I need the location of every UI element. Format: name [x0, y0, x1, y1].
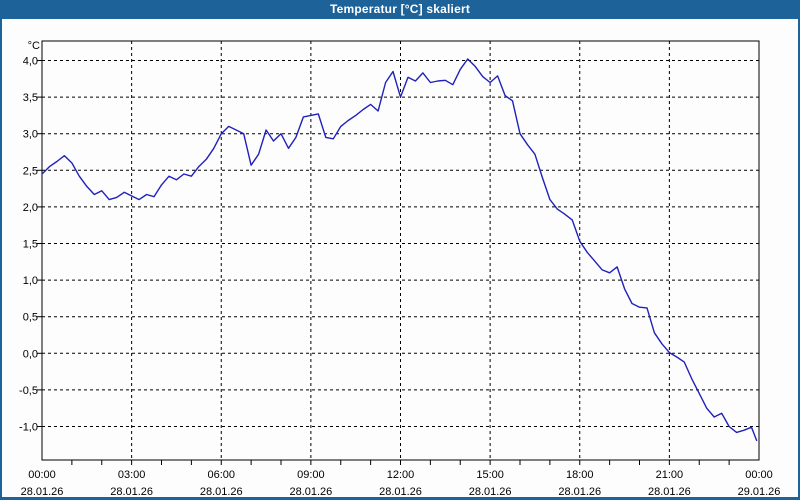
x-tick-date-label: 28.01.26	[648, 486, 691, 498]
y-tick-label: 4,0	[23, 56, 38, 68]
y-tick-label: -0,5	[19, 385, 38, 397]
axis-ticks	[37, 60, 730, 465]
window-title: Temperatur [°C] skaliert	[329, 2, 471, 16]
x-tick-time-label: 21:00	[656, 469, 684, 481]
x-tick-time-label: 00:00	[28, 469, 56, 481]
x-tick-date-label: 28.01.26	[379, 486, 422, 498]
y-tick-label: -1,0	[19, 422, 38, 434]
x-tick-date-label: 28.01.26	[289, 486, 332, 498]
x-tick-date-label: 28.01.26	[21, 486, 64, 498]
y-axis-unit-label: °C	[28, 40, 40, 52]
x-tick-date-label: 28.01.26	[558, 486, 601, 498]
x-tick-time-label: 00:00	[745, 469, 773, 481]
window-title-bar: Temperatur [°C] skaliert	[2, 0, 798, 19]
x-tick-date-label: 28.01.26	[469, 486, 512, 498]
y-tick-label: 2,5	[23, 165, 38, 177]
y-tick-label: 3,0	[23, 129, 38, 141]
x-tick-date-label: 29.01.26	[738, 486, 781, 498]
temperature-series	[41, 58, 758, 442]
x-tick-time-label: 15:00	[476, 469, 504, 481]
y-tick-label: 0,0	[23, 348, 38, 360]
y-tick-label: 0,5	[23, 312, 38, 324]
gridlines	[42, 41, 759, 460]
y-tick-label: 1,0	[23, 275, 38, 287]
x-tick-time-label: 03:00	[118, 469, 146, 481]
x-tick-time-label: 12:00	[387, 469, 415, 481]
y-tick-label: 2,0	[23, 202, 38, 214]
y-tick-label: 3,5	[23, 92, 38, 104]
x-tick-time-label: 06:00	[207, 469, 235, 481]
x-tick-time-label: 09:00	[297, 469, 325, 481]
x-tick-date-label: 28.01.26	[110, 486, 153, 498]
axis-labels: 4,0 3,5 3,0 2,5 2,0 1,5 1,0 0,5 0,0 -0,5 -1,0 00:00…	[19, 56, 781, 498]
temperature-series-line	[41, 58, 758, 442]
y-tick-label: 1,5	[23, 239, 38, 251]
x-tick-date-label: 28.01.26	[200, 486, 243, 498]
x-tick-time-label: 18:00	[566, 469, 594, 481]
